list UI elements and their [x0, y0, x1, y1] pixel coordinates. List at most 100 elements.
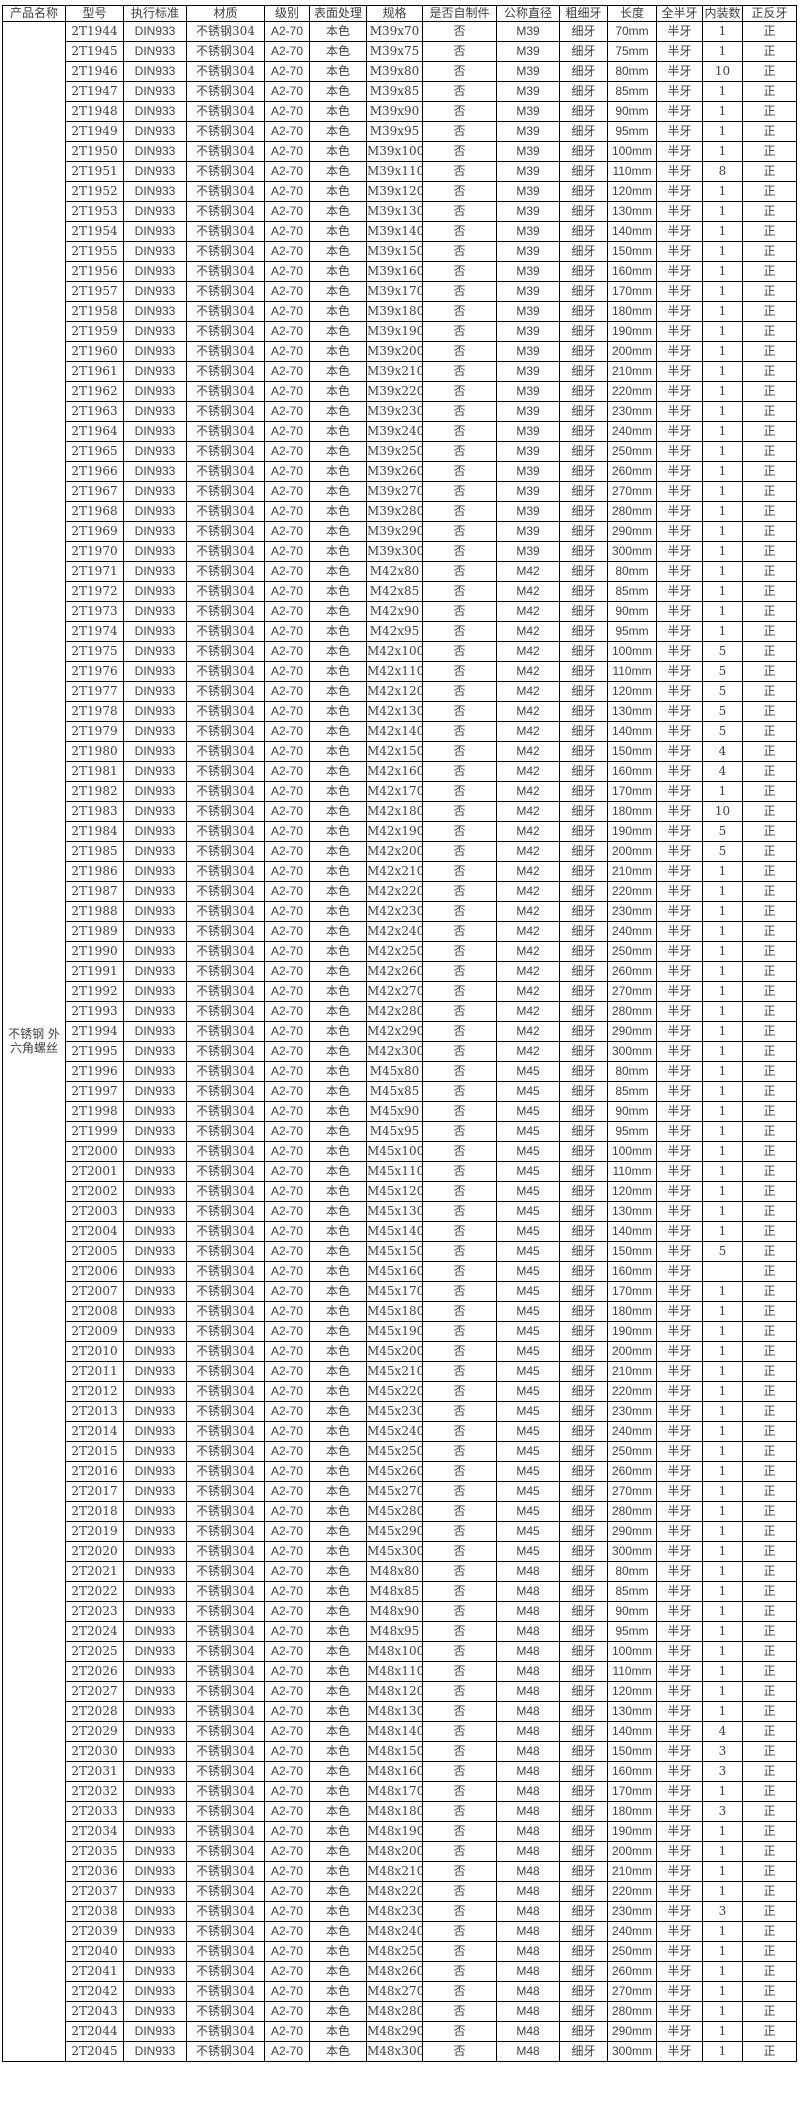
cell-standard: DIN933 — [123, 1021, 187, 1042]
cell-thread-direction: 正 — [742, 61, 797, 82]
cell-thread-pitch: 细牙 — [559, 81, 608, 102]
cell-grade: A2-70 — [264, 1921, 310, 1942]
cell-model: 2T2007 — [65, 1281, 124, 1302]
table-row: 2T1977 DIN933 不锈钢304 A2-70 本色 M42x120 否 M42 细牙 12… — [3, 681, 797, 702]
cell-material: 不锈钢304 — [186, 281, 265, 302]
table-row: 2T1949 DIN933 不锈钢304 A2-70 本色 M39x95 否 M39 细牙 95m… — [3, 121, 797, 142]
cell-diameter: M42 — [496, 861, 560, 882]
cell-thread-coverage: 半牙 — [656, 161, 703, 182]
table-row: 2T2014 DIN933 不锈钢304 A2-70 本色 M45x240 否 M45 细牙 24… — [3, 1421, 797, 1442]
cell-surface: 本色 — [309, 721, 367, 742]
cell-thread-pitch: 细牙 — [559, 1821, 608, 1842]
cell-grade: A2-70 — [264, 1241, 310, 1262]
cell-self-made: 否 — [422, 1761, 497, 1782]
cell-pack-qty: 1 — [702, 1141, 743, 1162]
table-row: 2T1951 DIN933 不锈钢304 A2-70 本色 M39x110 否 M39 细牙 11… — [3, 161, 797, 182]
cell-pack-qty: 1 — [702, 1301, 743, 1322]
cell-thread-pitch: 细牙 — [559, 1201, 608, 1222]
cell-spec: M45x100 — [366, 1141, 423, 1162]
cell-surface: 本色 — [309, 1981, 367, 2002]
table-row: 2T2002 DIN933 不锈钢304 A2-70 本色 M45x120 否 M45 细牙 12… — [3, 1181, 797, 1202]
cell-thread-direction: 正 — [742, 721, 797, 742]
cell-thread-coverage: 半牙 — [656, 681, 703, 702]
cell-thread-coverage: 半牙 — [656, 1441, 703, 1462]
cell-thread-pitch: 细牙 — [559, 1841, 608, 1862]
cell-thread-pitch: 细牙 — [559, 221, 608, 242]
cell-length: 270mm — [607, 481, 657, 502]
cell-model: 2T2014 — [65, 1421, 124, 1442]
cell-thread-direction: 正 — [742, 461, 797, 482]
cell-diameter: M48 — [496, 1681, 560, 1702]
table-row: 2T1970 DIN933 不锈钢304 A2-70 本色 M39x300 否 M39 细牙 30… — [3, 541, 797, 562]
cell-diameter: M42 — [496, 981, 560, 1002]
cell-surface: 本色 — [309, 1461, 367, 1482]
cell-pack-qty: 1 — [702, 241, 743, 262]
cell-model: 2T2028 — [65, 1701, 124, 1722]
cell-model: 2T1963 — [65, 401, 124, 422]
cell-surface: 本色 — [309, 621, 367, 642]
cell-material: 不锈钢304 — [186, 341, 265, 362]
cell-spec: M42x200 — [366, 841, 423, 862]
table-row: 2T1948 DIN933 不锈钢304 A2-70 本色 M39x90 否 M39 细牙 90m… — [3, 101, 797, 122]
cell-grade: A2-70 — [264, 1181, 310, 1202]
cell-diameter: M48 — [496, 1841, 560, 1862]
cell-spec: M39x80 — [366, 61, 423, 82]
table-row: 2T2032 DIN933 不锈钢304 A2-70 本色 M48x170 否 M48 细牙 17… — [3, 1781, 797, 1802]
cell-surface: 本色 — [309, 1141, 367, 1162]
cell-material: 不锈钢304 — [186, 421, 265, 442]
cell-diameter: M48 — [496, 1741, 560, 1762]
cell-grade: A2-70 — [264, 1761, 310, 1782]
cell-diameter: M48 — [496, 1781, 560, 1802]
cell-length: 95mm — [607, 621, 657, 642]
cell-surface: 本色 — [309, 2021, 367, 2042]
cell-thread-pitch: 细牙 — [559, 521, 608, 542]
cell-spec: M42x210 — [366, 861, 423, 882]
cell-spec: M45x250 — [366, 1441, 423, 1462]
cell-thread-coverage: 半牙 — [656, 461, 703, 482]
cell-thread-pitch: 细牙 — [559, 41, 608, 62]
cell-standard: DIN933 — [123, 1341, 187, 1362]
cell-thread-coverage: 半牙 — [656, 1641, 703, 1662]
cell-length: 100mm — [607, 1141, 657, 1162]
cell-model: 2T2021 — [65, 1561, 124, 1582]
cell-spec: M48x300 — [366, 2041, 423, 2062]
cell-material: 不锈钢304 — [186, 1701, 265, 1722]
cell-standard: DIN933 — [123, 841, 187, 862]
cell-model: 2T2010 — [65, 1341, 124, 1362]
cell-thread-direction: 正 — [742, 661, 797, 682]
cell-surface: 本色 — [309, 1901, 367, 1922]
table-row: 2T2025 DIN933 不锈钢304 A2-70 本色 M48x100 否 M48 细牙 10… — [3, 1641, 797, 1662]
cell-grade: A2-70 — [264, 1221, 310, 1242]
cell-model: 2T1991 — [65, 961, 124, 982]
cell-length: 95mm — [607, 1621, 657, 1642]
cell-diameter: M48 — [496, 1861, 560, 1882]
cell-pack-qty: 1 — [702, 2021, 743, 2042]
cell-spec: M48x240 — [366, 1921, 423, 1942]
cell-diameter: M39 — [496, 81, 560, 102]
cell-model: 2T2027 — [65, 1681, 124, 1702]
cell-thread-coverage: 半牙 — [656, 981, 703, 1002]
cell-model: 2T1949 — [65, 121, 124, 142]
cell-diameter: M45 — [496, 1061, 560, 1082]
cell-standard: DIN933 — [123, 81, 187, 102]
cell-thread-pitch: 细牙 — [559, 381, 608, 402]
cell-diameter: M48 — [496, 2021, 560, 2042]
cell-model: 2T1948 — [65, 101, 124, 122]
cell-model: 2T1953 — [65, 201, 124, 222]
cell-thread-pitch: 细牙 — [559, 801, 608, 822]
cell-spec: M42x230 — [366, 901, 423, 922]
cell-model: 2T1993 — [65, 1001, 124, 1022]
cell-model: 2T2009 — [65, 1321, 124, 1342]
cell-grade: A2-70 — [264, 1201, 310, 1222]
cell-pack-qty: 3 — [702, 1761, 743, 1782]
cell-length: 85mm — [607, 81, 657, 102]
cell-spec: M39x250 — [366, 441, 423, 462]
cell-material: 不锈钢304 — [186, 1241, 265, 1262]
cell-spec: M48x220 — [366, 1881, 423, 1902]
cell-material: 不锈钢304 — [186, 1821, 265, 1842]
table-row: 2T1954 DIN933 不锈钢304 A2-70 本色 M39x140 否 M39 细牙 14… — [3, 221, 797, 242]
cell-self-made: 否 — [422, 1961, 497, 1982]
cell-material: 不锈钢304 — [186, 1141, 265, 1162]
cell-grade: A2-70 — [264, 441, 310, 462]
cell-thread-coverage: 半牙 — [656, 1461, 703, 1482]
